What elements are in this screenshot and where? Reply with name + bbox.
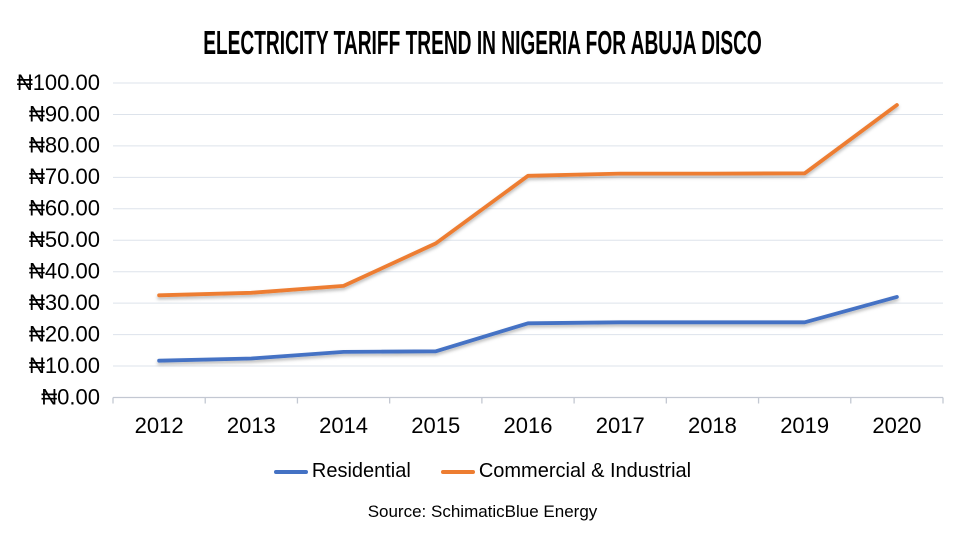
x-axis-tick-label: 2019 [780, 413, 829, 438]
x-axis-tick-label: 2015 [411, 413, 460, 438]
commercial-industrial-line [157, 103, 899, 298]
x-axis-tick-label: 2013 [227, 413, 276, 438]
x-axis-tick-label: 2018 [688, 413, 737, 438]
y-axis-tick-label: ₦20.00 [29, 321, 100, 346]
y-axis-tick-label: ₦30.00 [29, 290, 100, 315]
legend-label-commercial-industrial: Commercial & Industrial [478, 460, 692, 482]
legend-label-residential: Residential [311, 460, 411, 482]
y-axis-tick-label: ₦50.00 [29, 227, 100, 252]
y-axis-tick-label: ₦80.00 [29, 133, 100, 158]
x-axis-tick-label: 2017 [596, 413, 645, 438]
y-axis-tick-label: ₦60.00 [29, 196, 100, 221]
y-axis-tick-label: ₦100.00 [17, 70, 100, 95]
x-axis-tick-label: 2020 [872, 413, 921, 438]
legend-item-commercial-industrial: Commercial & Industrial [440, 460, 692, 483]
y-axis-tick-label: ₦70.00 [29, 164, 100, 189]
chart-title: ELECTRICITY TARIFF TREND IN NIGERIA FOR … [203, 24, 762, 61]
y-axis-tick-label: ₦10.00 [29, 353, 100, 378]
y-axis-tick-label: ₦90.00 [29, 101, 100, 126]
y-axis-tick-label: ₦0.00 [41, 384, 100, 409]
legend-item-residential: Residential [273, 460, 411, 483]
residential-line-swatch [273, 469, 308, 474]
x-axis-tick-label: 2014 [319, 413, 368, 438]
legend: Residential Commercial & Industrial [0, 460, 965, 483]
x-axis-tick-label: 2016 [504, 413, 553, 438]
x-axis-tick-label: 2012 [135, 413, 184, 438]
residential-line [157, 294, 899, 363]
commercial-industrial-line-swatch [440, 469, 475, 474]
y-axis-tick-label: ₦40.00 [29, 259, 100, 284]
source-note: Source: SchimaticBlue Energy [367, 502, 598, 521]
